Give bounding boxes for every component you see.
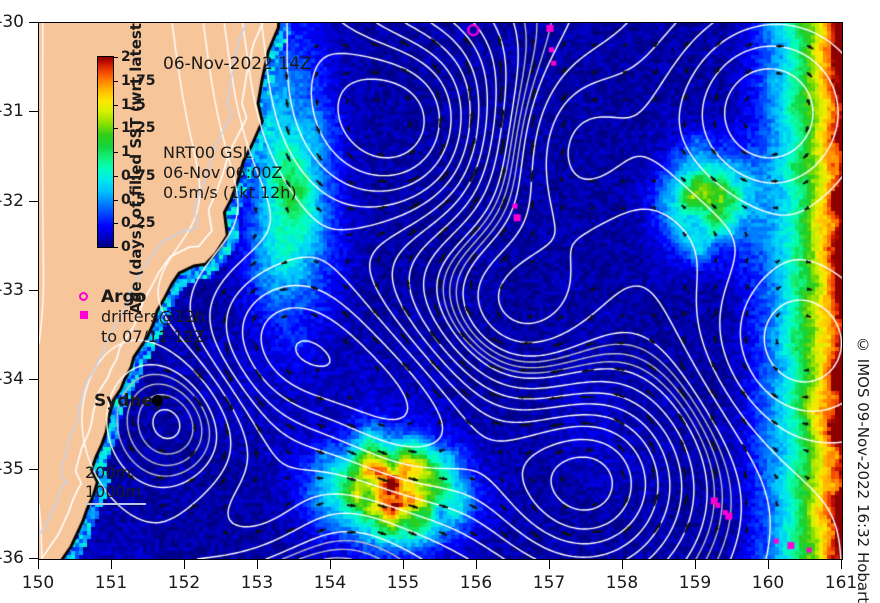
x-axis-label: 157 (532, 573, 566, 593)
drifters-legend-label: drifters@12h (101, 307, 206, 326)
x-axis-tick (257, 560, 258, 569)
y-axis-label: -31 (0, 101, 24, 122)
x-axis-tick (111, 560, 112, 569)
model-info-block: NRT00 GSL 06-Nov 06:00Z 0.5m/s (1kt 12h) (163, 143, 297, 203)
x-axis-tick (403, 560, 404, 569)
x-axis-label: 153 (240, 573, 274, 593)
x-axis-tick (695, 560, 696, 569)
y-axis-label: -32 (0, 190, 24, 211)
drifters-window-label: to 07/11 12Z (101, 327, 205, 346)
y-axis-tick (29, 558, 38, 559)
colorbar-tick (114, 81, 118, 82)
colorbar-gradient (97, 56, 114, 248)
argo-legend-label: Argo (101, 287, 147, 307)
x-axis-tick (841, 560, 842, 569)
y-axis-label: -34 (0, 369, 24, 390)
colorbar-tick (114, 200, 118, 201)
x-axis-label: 152 (167, 573, 201, 593)
x-axis-label: 155 (386, 573, 420, 593)
y-axis-label: -35 (0, 458, 24, 479)
colorbar-tick (114, 223, 118, 224)
argo-marker-icon (79, 292, 88, 301)
colorbar-tick (114, 176, 118, 177)
colorbar-tick-label: 0.75 (121, 168, 156, 184)
model-name: NRT00 GSL (163, 143, 252, 162)
x-axis-label: 151 (94, 573, 128, 593)
x-axis-label: 161 (824, 573, 858, 593)
isobath-1000m-label: 1000m (85, 482, 142, 501)
copyright-notice: © IMOS 09-Nov-2022 16:32 Hobart (854, 336, 872, 603)
colorbar-tick-label: 0 (121, 239, 131, 255)
x-axis-tick (38, 560, 39, 569)
x-axis-label: 154 (313, 573, 347, 593)
vector-scale: 0.5m/s (1kt 12h) (163, 183, 297, 202)
drifter-marker-icon (80, 311, 88, 319)
model-time: 06-Nov 06:00Z (163, 163, 283, 182)
y-axis-tick (29, 111, 38, 113)
colorbar-tick-label: 1.75 (121, 73, 156, 89)
y-axis-label: -30 (0, 12, 24, 32)
colorbar-tick-label: 0.25 (121, 215, 156, 231)
x-axis-label: 159 (678, 573, 712, 593)
colorbar-tick-label: 1.25 (121, 120, 156, 136)
y-axis-tick (29, 22, 38, 23)
x-axis-label: 156 (459, 573, 493, 593)
y-axis-label: -36 (0, 548, 24, 568)
colorbar-tick-label: 2 (121, 49, 131, 65)
x-axis-tick (768, 560, 769, 569)
argo-drifter-legend: Argo drifters@12h to 07/11 12Z (101, 287, 205, 347)
map-plot-area: 2 1.75 1.5 1.25 1 0.75 0.5 0.25 0 Age (days) of … (38, 22, 843, 560)
x-axis-tick (549, 560, 550, 569)
colorbar-tick (114, 152, 118, 153)
colorbar-tick-label: 0.5 (121, 192, 146, 208)
colorbar-tick-label: 1.5 (121, 97, 146, 113)
y-axis-tick (29, 379, 38, 381)
city-marker-icon (152, 395, 163, 406)
contour-and-vector-overlay (39, 23, 842, 559)
y-axis-label: -33 (0, 280, 24, 300)
x-axis-tick (622, 560, 623, 569)
colorbar-tick-label: 1 (121, 144, 131, 160)
x-axis-label: 158 (605, 573, 639, 593)
x-axis-tick (330, 560, 331, 569)
isobath-200m-label: 200m (85, 463, 132, 482)
colorbar-title: Age (days) of filled SST (wrt latest) (127, 22, 145, 314)
colorbar: 2 1.75 1.5 1.25 1 0.75 0.5 0.25 0 (97, 50, 156, 254)
isobath-legend: 200m 1000m (85, 463, 141, 501)
city-label-sydney: Sydney (94, 391, 165, 411)
x-axis-tick (476, 560, 477, 569)
colorbar-tick (114, 105, 118, 106)
y-axis-tick (29, 290, 38, 291)
isobath-sample-line (86, 503, 146, 505)
colorbar-tick (114, 128, 118, 129)
x-axis-tick (184, 560, 185, 569)
colorbar-tick (114, 57, 118, 58)
date-stamp: 06-Nov-2022 14Z (163, 54, 312, 74)
y-axis-tick (29, 200, 38, 202)
colorbar-tick (114, 247, 118, 248)
x-axis-label: 150 (21, 573, 55, 593)
x-axis-label: 160 (751, 573, 785, 593)
y-axis-tick (29, 468, 38, 470)
